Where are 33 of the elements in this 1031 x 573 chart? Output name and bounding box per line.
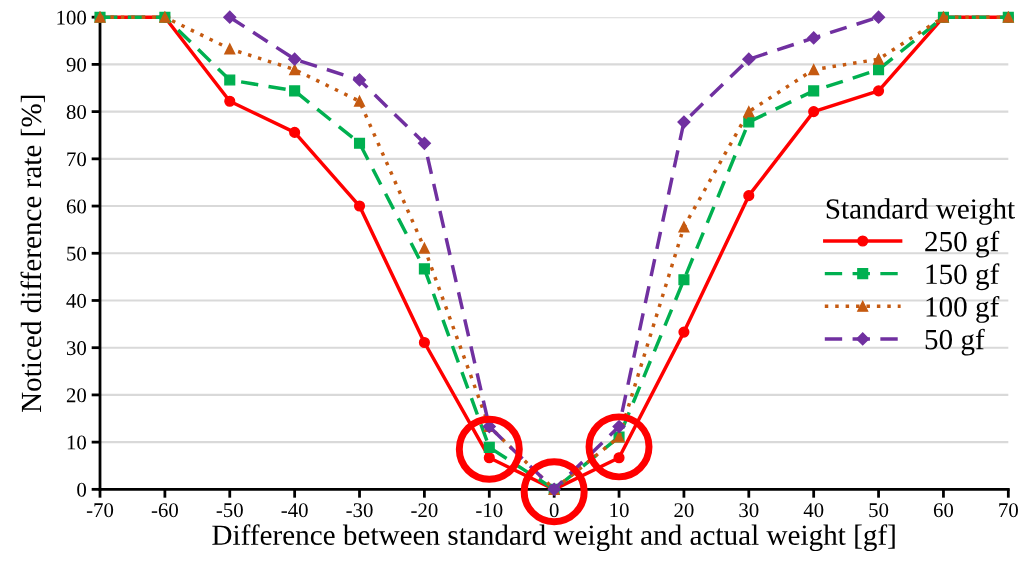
y-tick-label: 0: [77, 482, 87, 497]
x-tick-label: -60: [151, 503, 178, 518]
x-tick-label: 0: [549, 503, 559, 518]
y-tick-label: 90: [66, 57, 87, 72]
y-tick-label: 10: [67, 435, 87, 450]
y-tick-label: 30: [66, 341, 87, 356]
legend-title: Standard weight: [826, 198, 1015, 225]
legend-label: 100 gf: [926, 295, 1000, 323]
y-axis-title: Noticed difference rate [%]: [20, 95, 45, 413]
x-tick-label: 50: [869, 503, 889, 518]
y-tick-label: 100: [57, 10, 87, 25]
x-tick-label: 70: [999, 503, 1018, 518]
y-tick-label: 20: [66, 388, 87, 403]
x-tick-label: -70: [86, 503, 114, 518]
x-tick-label: 60: [933, 503, 954, 518]
legend-label: 150 gf: [926, 263, 1000, 291]
y-tick-label: 40: [66, 293, 87, 308]
y-tick-label: 50: [67, 246, 87, 261]
x-tick-label: 40: [803, 503, 824, 518]
x-tick-label: -40: [281, 503, 308, 518]
x-tick-label: -10: [476, 503, 503, 518]
x-tick-label: 10: [610, 503, 629, 518]
legend-label: 50 gf: [925, 328, 985, 356]
y-tick-label: 60: [66, 199, 87, 214]
y-tick-label: 70: [67, 152, 87, 167]
x-tick-label: 20: [674, 503, 694, 518]
x-tick-label: -50: [216, 503, 243, 518]
x-tick-label: -20: [411, 503, 438, 518]
x-tick-label: -30: [346, 503, 373, 518]
y-tick-label: 80: [66, 104, 87, 120]
x-tick-label: 30: [739, 503, 759, 518]
x-axis-title: Difference between standard weight and actual weight [gf]: [212, 524, 895, 552]
legend-label: 250 gf: [925, 230, 1000, 258]
